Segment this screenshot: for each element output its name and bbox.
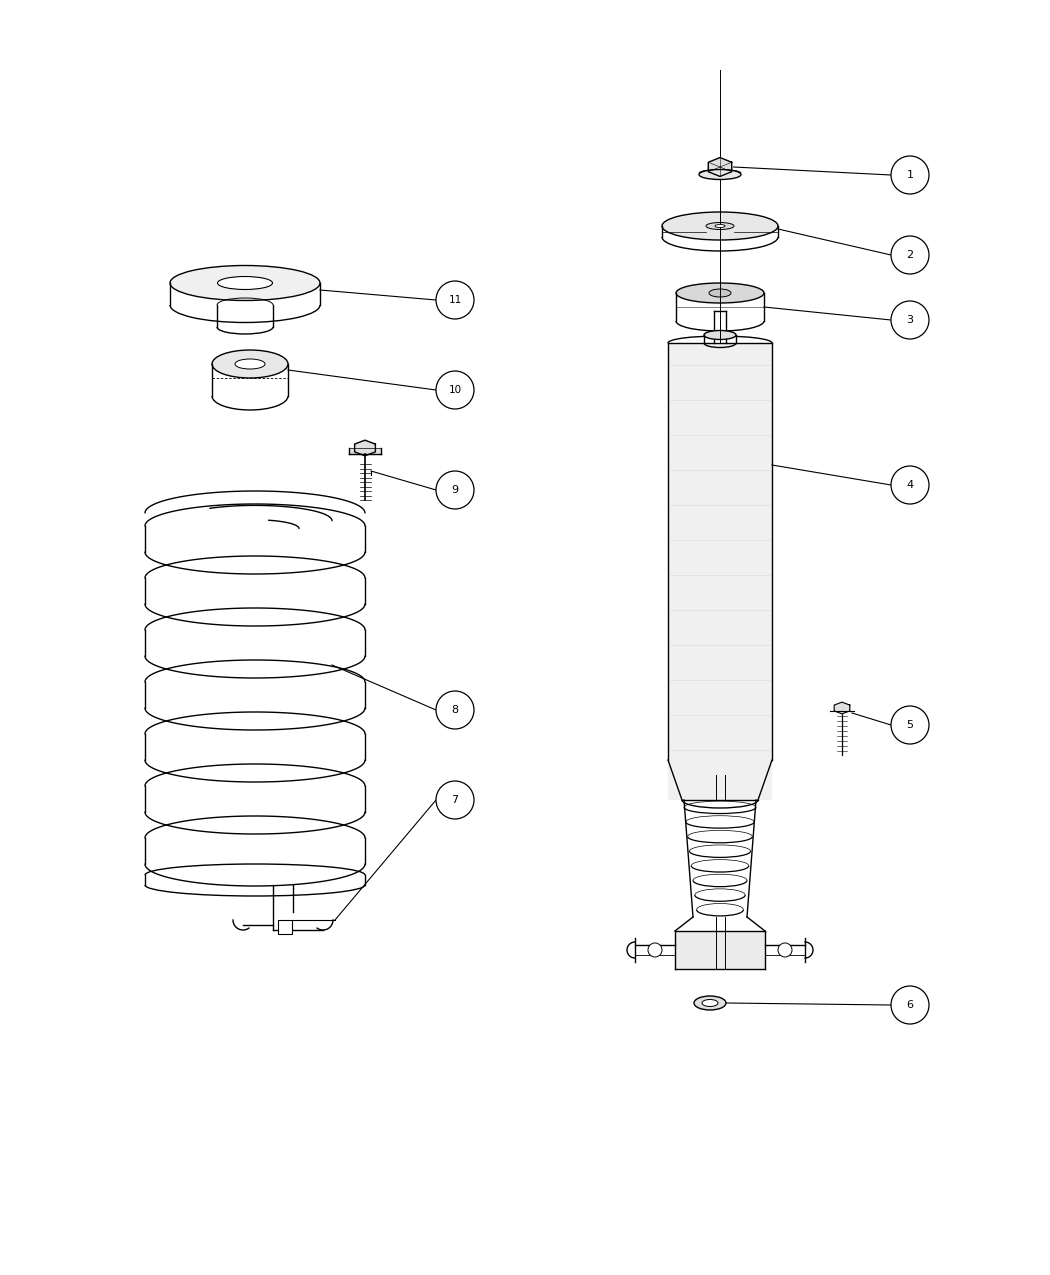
Text: 5: 5 — [906, 720, 914, 731]
FancyBboxPatch shape — [668, 343, 772, 799]
Text: 1: 1 — [906, 170, 914, 180]
Text: 2: 2 — [906, 250, 914, 260]
Ellipse shape — [706, 223, 734, 230]
Ellipse shape — [702, 1000, 718, 1006]
Ellipse shape — [709, 289, 731, 297]
Ellipse shape — [170, 265, 320, 301]
Polygon shape — [355, 440, 376, 455]
Text: 10: 10 — [448, 385, 462, 395]
Circle shape — [436, 782, 474, 819]
Circle shape — [891, 465, 929, 504]
Circle shape — [436, 371, 474, 409]
Ellipse shape — [694, 996, 726, 1010]
Circle shape — [648, 944, 662, 958]
Ellipse shape — [662, 212, 778, 240]
Polygon shape — [709, 158, 732, 176]
Text: 3: 3 — [906, 315, 914, 325]
Circle shape — [891, 156, 929, 194]
Circle shape — [436, 280, 474, 319]
Polygon shape — [834, 703, 849, 714]
Circle shape — [891, 301, 929, 339]
Text: 8: 8 — [452, 705, 459, 715]
Circle shape — [891, 986, 929, 1024]
Ellipse shape — [217, 277, 273, 289]
Ellipse shape — [676, 283, 764, 303]
Ellipse shape — [704, 330, 736, 339]
Text: 11: 11 — [448, 295, 462, 305]
Ellipse shape — [212, 351, 288, 377]
Ellipse shape — [699, 170, 741, 180]
Text: 9: 9 — [452, 484, 459, 495]
Text: 4: 4 — [906, 479, 914, 490]
Ellipse shape — [235, 360, 265, 368]
Text: 6: 6 — [906, 1000, 914, 1010]
Circle shape — [778, 944, 792, 958]
Circle shape — [891, 706, 929, 745]
Ellipse shape — [715, 224, 724, 227]
Circle shape — [436, 470, 474, 509]
Circle shape — [891, 236, 929, 274]
Circle shape — [436, 691, 474, 729]
FancyBboxPatch shape — [675, 931, 765, 969]
Bar — [278, 921, 292, 935]
Text: 7: 7 — [452, 796, 459, 805]
